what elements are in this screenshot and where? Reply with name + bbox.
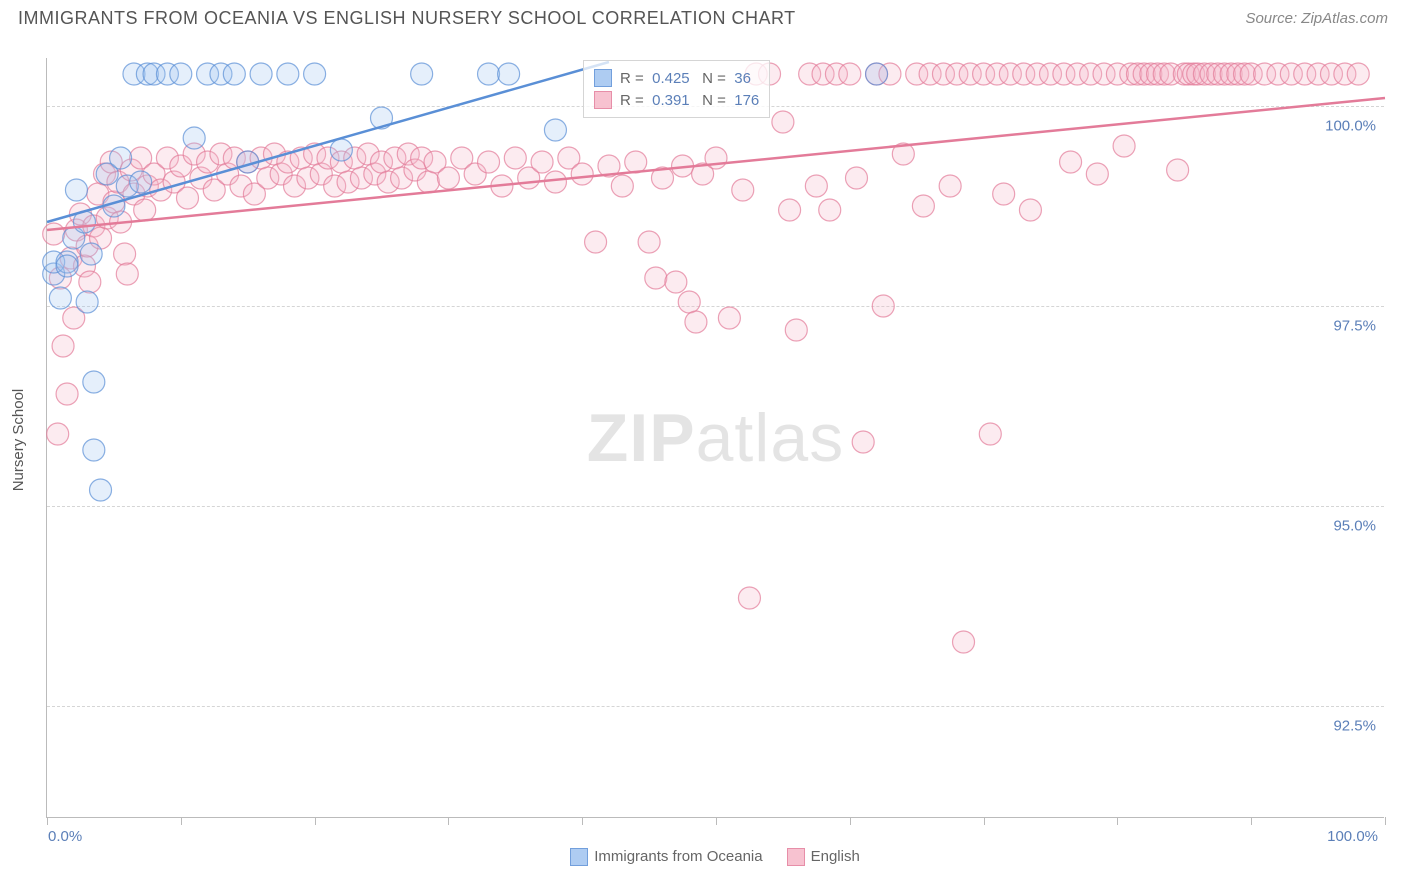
data-point: [544, 119, 566, 141]
data-point: [56, 255, 78, 277]
legend-label: Immigrants from Oceania: [594, 848, 762, 865]
x-tick: [716, 817, 717, 825]
x-tick: [582, 817, 583, 825]
x-tick: [984, 817, 985, 825]
correlation-legend: R = 0.425 N = 36R = 0.391 N = 176: [583, 60, 770, 118]
data-point: [114, 243, 136, 265]
data-point: [732, 179, 754, 201]
x-tick: [315, 817, 316, 825]
data-point: [56, 383, 78, 405]
data-point: [1347, 63, 1369, 85]
data-point: [979, 423, 1001, 445]
data-point: [772, 111, 794, 133]
chart-header: IMMIGRANTS FROM OCEANIA VS ENGLISH NURSE…: [0, 0, 1406, 29]
data-point: [852, 431, 874, 453]
data-point: [805, 175, 827, 197]
data-point: [250, 63, 272, 85]
data-point: [779, 199, 801, 221]
data-point: [76, 291, 98, 313]
chart-source: Source: ZipAtlas.com: [1245, 10, 1388, 27]
data-point: [223, 63, 245, 85]
data-point: [1086, 163, 1108, 185]
legend-label: English: [811, 848, 860, 865]
legend-swatch: [594, 91, 612, 109]
data-point: [993, 183, 1015, 205]
x-axis-label-min: 0.0%: [48, 828, 82, 845]
data-point: [417, 171, 439, 193]
data-point: [571, 163, 593, 185]
data-point: [504, 147, 526, 169]
x-tick: [181, 817, 182, 825]
data-point: [738, 587, 760, 609]
data-point: [1167, 159, 1189, 181]
data-point: [83, 371, 105, 393]
data-point: [678, 291, 700, 313]
data-point: [49, 287, 71, 309]
data-point: [544, 171, 566, 193]
scatter-svg: [47, 58, 1384, 817]
x-tick: [1117, 817, 1118, 825]
chart-plot-area: ZIPatlas 92.5%95.0%97.5%100.0%: [46, 58, 1384, 818]
data-point: [134, 199, 156, 221]
legend-row: R = 0.391 N = 176: [594, 89, 759, 111]
data-point: [531, 151, 553, 173]
data-point: [625, 151, 647, 173]
trend-line: [47, 62, 609, 222]
data-point: [478, 151, 500, 173]
data-point: [585, 231, 607, 253]
data-point: [1019, 199, 1041, 221]
data-point: [785, 319, 807, 341]
legend-swatch: [570, 848, 588, 866]
data-point: [1113, 135, 1135, 157]
x-tick: [47, 817, 48, 825]
data-point: [845, 167, 867, 189]
data-point: [79, 271, 101, 293]
data-point: [90, 479, 112, 501]
data-point: [43, 223, 65, 245]
data-point: [685, 311, 707, 333]
data-point: [330, 139, 352, 161]
x-tick: [1251, 817, 1252, 825]
data-point: [176, 187, 198, 209]
data-point: [912, 195, 934, 217]
data-point: [872, 295, 894, 317]
legend-swatch: [787, 848, 805, 866]
data-point: [939, 175, 961, 197]
data-point: [80, 243, 102, 265]
data-point: [718, 307, 740, 329]
data-point: [819, 199, 841, 221]
data-point: [170, 63, 192, 85]
data-point: [953, 631, 975, 653]
data-point: [52, 335, 74, 357]
data-point: [478, 63, 500, 85]
data-point: [65, 179, 87, 201]
data-point: [638, 231, 660, 253]
data-point: [839, 63, 861, 85]
data-point: [110, 147, 132, 169]
data-point: [277, 63, 299, 85]
data-point: [183, 127, 205, 149]
data-point: [47, 423, 69, 445]
data-point: [411, 63, 433, 85]
series-legend: Immigrants from Oceania English: [0, 848, 1406, 866]
y-axis-title: Nursery School: [10, 389, 27, 492]
data-point: [304, 63, 326, 85]
x-tick: [1385, 817, 1386, 825]
data-point: [645, 267, 667, 289]
legend-row: R = 0.425 N = 36: [594, 67, 759, 89]
data-point: [1060, 151, 1082, 173]
x-tick: [850, 817, 851, 825]
x-axis-label-max: 100.0%: [1327, 828, 1378, 845]
data-point: [130, 171, 152, 193]
x-tick: [448, 817, 449, 825]
data-point: [498, 63, 520, 85]
data-point: [83, 439, 105, 461]
data-point: [611, 175, 633, 197]
legend-swatch: [594, 69, 612, 87]
data-point: [665, 271, 687, 293]
chart-title: IMMIGRANTS FROM OCEANIA VS ENGLISH NURSE…: [18, 8, 796, 29]
data-point: [437, 167, 459, 189]
data-point: [866, 63, 888, 85]
data-point: [116, 263, 138, 285]
